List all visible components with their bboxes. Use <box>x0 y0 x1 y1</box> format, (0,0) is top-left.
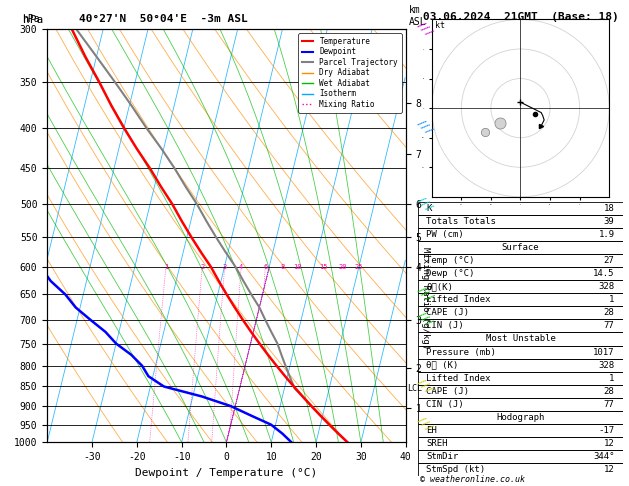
Text: 40°27'N  50°04'E  -3m ASL: 40°27'N 50°04'E -3m ASL <box>79 14 247 24</box>
Text: 8: 8 <box>281 264 285 270</box>
Text: θᴇ (K): θᴇ (K) <box>426 361 459 370</box>
Text: 27: 27 <box>604 256 615 265</box>
Text: Totals Totals: Totals Totals <box>426 217 496 226</box>
Text: 77: 77 <box>604 400 615 409</box>
Text: 2: 2 <box>200 264 204 270</box>
Text: CIN (J): CIN (J) <box>426 400 464 409</box>
Bar <box>418 411 623 424</box>
X-axis label: Dewpoint / Temperature (°C): Dewpoint / Temperature (°C) <box>135 468 318 478</box>
Bar <box>418 359 623 372</box>
Text: 12: 12 <box>604 439 615 448</box>
Text: 1.9: 1.9 <box>598 230 615 239</box>
Text: StmSpd (kt): StmSpd (kt) <box>426 465 486 474</box>
Text: 03.06.2024  21GMT  (Base: 18): 03.06.2024 21GMT (Base: 18) <box>423 12 618 22</box>
Text: 328: 328 <box>598 282 615 291</box>
Bar <box>418 450 623 463</box>
Bar <box>418 267 623 280</box>
Text: 12: 12 <box>604 465 615 474</box>
Bar <box>418 385 623 398</box>
Bar <box>418 398 623 411</box>
Bar <box>418 437 623 450</box>
Text: ///: /// <box>415 415 435 434</box>
Text: kt: kt <box>435 21 445 30</box>
Text: ///: /// <box>415 19 435 39</box>
Text: hPa: hPa <box>22 14 40 24</box>
Text: CAPE (J): CAPE (J) <box>426 387 469 396</box>
Text: 1: 1 <box>164 264 168 270</box>
Text: 14.5: 14.5 <box>593 269 615 278</box>
Text: ///: /// <box>415 118 435 138</box>
Text: 77: 77 <box>604 321 615 330</box>
Text: 39: 39 <box>604 217 615 226</box>
Text: 10: 10 <box>293 264 301 270</box>
Text: K: K <box>426 204 432 213</box>
Bar <box>418 280 623 293</box>
Text: Pressure (mb): Pressure (mb) <box>426 347 496 357</box>
Text: 1: 1 <box>609 295 615 304</box>
Text: Mixing Ratio (g/kg): Mixing Ratio (g/kg) <box>421 246 430 349</box>
Bar <box>418 332 623 346</box>
Bar <box>418 228 623 241</box>
Text: Most Unstable: Most Unstable <box>486 334 555 344</box>
Bar <box>418 202 623 215</box>
Text: 1: 1 <box>609 374 615 382</box>
Text: PW (cm): PW (cm) <box>426 230 464 239</box>
Text: EH: EH <box>426 426 437 435</box>
Bar <box>418 241 623 254</box>
Text: © weatheronline.co.uk: © weatheronline.co.uk <box>420 474 525 484</box>
Text: Dewp (°C): Dewp (°C) <box>426 269 475 278</box>
Text: Lifted Index: Lifted Index <box>426 295 491 304</box>
Bar <box>418 346 623 359</box>
Text: ///: /// <box>415 195 435 214</box>
Text: ///: /// <box>415 285 435 304</box>
Bar <box>418 306 623 319</box>
Text: 15: 15 <box>320 264 328 270</box>
Text: 28: 28 <box>604 308 615 317</box>
Bar <box>418 424 623 437</box>
Bar <box>418 293 623 306</box>
Text: SREH: SREH <box>426 439 448 448</box>
Text: 25: 25 <box>354 264 362 270</box>
Text: km
ASL: km ASL <box>409 5 426 27</box>
Text: CIN (J): CIN (J) <box>426 321 464 330</box>
Bar <box>418 254 623 267</box>
Text: ///: /// <box>415 310 435 330</box>
Text: LCL: LCL <box>407 384 422 393</box>
Text: 18: 18 <box>604 204 615 213</box>
Text: Temp (°C): Temp (°C) <box>426 256 475 265</box>
Bar <box>418 463 623 476</box>
Text: 328: 328 <box>598 361 615 370</box>
Text: 344°: 344° <box>593 452 615 461</box>
Text: -17: -17 <box>598 426 615 435</box>
Text: ///: /// <box>415 377 435 396</box>
Bar <box>418 319 623 332</box>
Bar <box>418 215 623 228</box>
Text: 1017: 1017 <box>593 347 615 357</box>
Text: 3: 3 <box>223 264 227 270</box>
Text: 20: 20 <box>338 264 347 270</box>
Text: 28: 28 <box>604 387 615 396</box>
Text: Hodograph: Hodograph <box>496 413 545 422</box>
Text: StmDir: StmDir <box>426 452 459 461</box>
Bar <box>418 372 623 385</box>
Text: CAPE (J): CAPE (J) <box>426 308 469 317</box>
Text: 4: 4 <box>239 264 243 270</box>
Y-axis label: hPa: hPa <box>23 15 43 25</box>
Text: Surface: Surface <box>502 243 539 252</box>
Text: Lifted Index: Lifted Index <box>426 374 491 382</box>
Text: θᴇ(K): θᴇ(K) <box>426 282 454 291</box>
Legend: Temperature, Dewpoint, Parcel Trajectory, Dry Adiabat, Wet Adiabat, Isotherm, Mi: Temperature, Dewpoint, Parcel Trajectory… <box>298 33 402 113</box>
Text: 6: 6 <box>263 264 267 270</box>
